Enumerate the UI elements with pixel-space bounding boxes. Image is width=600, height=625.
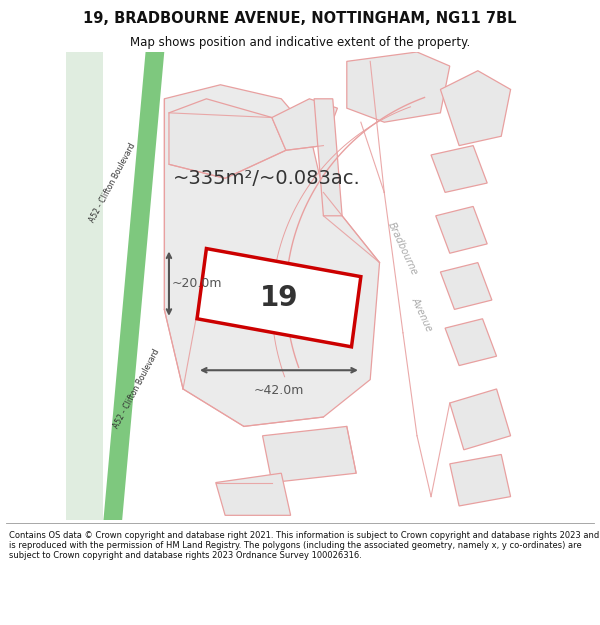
Text: ~20.0m: ~20.0m xyxy=(172,277,222,290)
Polygon shape xyxy=(169,99,286,178)
Polygon shape xyxy=(263,426,356,483)
Polygon shape xyxy=(347,52,450,122)
Polygon shape xyxy=(450,454,511,506)
Polygon shape xyxy=(314,99,342,216)
Polygon shape xyxy=(197,249,361,347)
Text: ~42.0m: ~42.0m xyxy=(254,384,304,398)
Text: A52 - Clifton Boulevard: A52 - Clifton Boulevard xyxy=(112,348,161,430)
Text: ~335m²/~0.083ac.: ~335m²/~0.083ac. xyxy=(173,169,361,188)
Text: 19: 19 xyxy=(260,284,298,312)
Polygon shape xyxy=(431,146,487,192)
Polygon shape xyxy=(103,52,164,520)
Text: Contains OS data © Crown copyright and database right 2021. This information is : Contains OS data © Crown copyright and d… xyxy=(9,531,599,560)
Polygon shape xyxy=(436,206,487,253)
Polygon shape xyxy=(450,389,511,450)
Polygon shape xyxy=(445,319,497,366)
Polygon shape xyxy=(216,473,290,516)
Text: A52 - Clifton Boulevard: A52 - Clifton Boulevard xyxy=(88,142,137,224)
Text: Map shows position and indicative extent of the property.: Map shows position and indicative extent… xyxy=(130,36,470,49)
Polygon shape xyxy=(164,85,380,426)
Polygon shape xyxy=(272,99,337,150)
Polygon shape xyxy=(440,262,492,309)
Polygon shape xyxy=(56,52,103,520)
Polygon shape xyxy=(440,71,511,146)
Text: Avenue: Avenue xyxy=(409,296,434,333)
Text: Bradbourne: Bradbourne xyxy=(386,221,419,277)
Text: 19, BRADBOURNE AVENUE, NOTTINGHAM, NG11 7BL: 19, BRADBOURNE AVENUE, NOTTINGHAM, NG11 … xyxy=(83,11,517,26)
